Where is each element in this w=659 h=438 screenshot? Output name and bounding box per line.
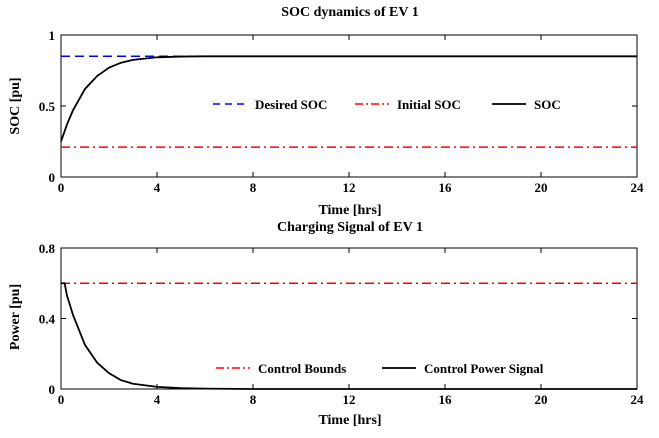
chart1-series-soc — [60, 55, 637, 142]
chart2-xtick-label: 12 — [343, 392, 356, 407]
chart2-xtick-label: 24 — [631, 392, 645, 407]
chart2-axes-box — [60, 247, 638, 390]
chart1-ytick-label: 0.5 — [39, 99, 56, 114]
chart2-xtick-label: 20 — [535, 392, 548, 407]
chart2-ytick-label: 0.4 — [39, 312, 56, 327]
chart2-ytick-label: 0.8 — [39, 241, 56, 256]
chart2-legend-label: Control Power Signal — [424, 361, 544, 376]
chart2-xlabel: Time [hrs] — [318, 413, 381, 428]
chart1-legend-label: SOC — [534, 97, 561, 112]
chart1-xtick-label: 20 — [535, 180, 548, 195]
chart1-xtick-label: 0 — [58, 180, 65, 195]
chart1-plot: 0 4 8 12 16 20 24 0 0.5 1 Desired SOC Initial SOC SO… — [39, 28, 644, 195]
chart2-xtick-label: 16 — [439, 392, 453, 407]
chart1-legend-label: Desired SOC — [255, 97, 327, 112]
chart2-ytick-label: 0 — [49, 382, 56, 397]
chart1-xtick-label: 24 — [631, 180, 645, 195]
chart1-xtick-label: 8 — [250, 180, 257, 195]
chart1-ytick-label: 1 — [49, 28, 56, 43]
chart2-xtick-label: 0 — [58, 392, 65, 407]
chart1-xtick-label: 4 — [154, 180, 161, 195]
chart1-ylabel: SOC [pu] — [8, 77, 23, 134]
chart2-xtick-label: 8 — [250, 392, 257, 407]
chart1-xtick-label: 16 — [439, 180, 453, 195]
chart1-title: SOC dynamics of EV 1 — [281, 5, 418, 20]
chart2-legend-label: Control Bounds — [258, 361, 346, 376]
chart2-ylabel: Power [pu] — [8, 284, 23, 350]
chart1-xlabel: Time [hrs] — [318, 203, 381, 218]
chart2-plot: 0 4 8 12 16 20 24 0 0.4 0.8 Control Bounds Control … — [39, 241, 644, 407]
chart1-legend-label: Initial SOC — [397, 97, 461, 112]
chart2-xtick-label: 4 — [154, 392, 161, 407]
chart1-ytick-label: 0 — [49, 170, 56, 185]
chart2-series-control-power-signal — [61, 282, 637, 390]
chart2-title: Charging Signal of EV 1 — [277, 220, 423, 235]
chart1-xtick-label: 12 — [343, 180, 356, 195]
